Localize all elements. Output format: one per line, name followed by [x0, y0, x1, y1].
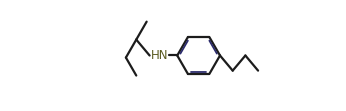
Text: HN: HN: [151, 49, 168, 62]
